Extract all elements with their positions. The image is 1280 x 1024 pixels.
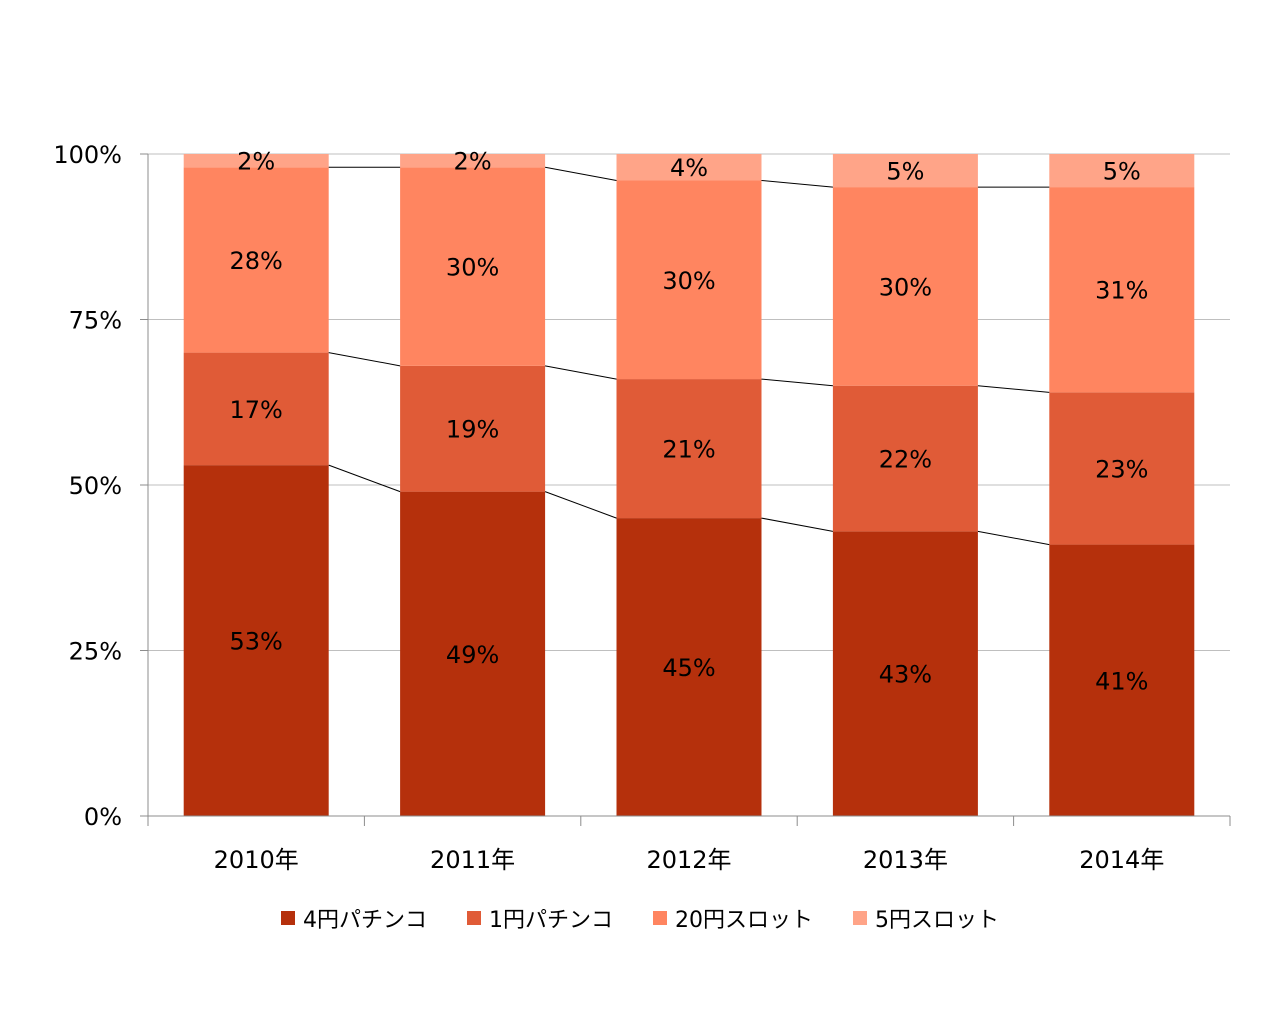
x-tick-label: 2013年 (863, 846, 948, 874)
series-line (977, 530, 1050, 546)
bar-segment (832, 531, 978, 816)
series-line (328, 464, 401, 493)
bar-segment (400, 154, 546, 168)
legend-label: 5円スロット (875, 908, 999, 933)
x-tick-label: 2012年 (646, 846, 731, 874)
bar-segment (400, 365, 546, 492)
data-label: 43% (879, 661, 932, 689)
data-label: 17% (230, 396, 283, 424)
data-label: 30% (662, 267, 715, 295)
bar-segment (183, 352, 329, 466)
bars (183, 154, 1195, 816)
legend-swatch (281, 911, 295, 925)
data-label: 5% (1103, 158, 1141, 186)
data-label: 19% (446, 416, 499, 444)
series-line (545, 166, 617, 181)
bar-segment (183, 465, 329, 816)
legend-label: 1円パチンコ (489, 908, 613, 933)
bar-segment (183, 154, 329, 168)
data-label: 45% (662, 654, 715, 682)
x-tick-label: 2014年 (1079, 846, 1164, 874)
bar-segment (832, 385, 978, 532)
bar-segment (616, 180, 762, 380)
bar-segment (616, 379, 762, 519)
legend-swatch (467, 911, 481, 925)
x-tick-label: 2010年 (214, 846, 299, 874)
bar-segment (616, 154, 762, 181)
data-label: 53% (230, 628, 283, 656)
series-line (328, 352, 401, 367)
bar-segment (1049, 154, 1195, 188)
data-labels: 53% 17% 28% 2% 49% 19% 30% 2% 45% 21% 30% 4% 43% 22% 3… (230, 148, 1149, 696)
legend-label: 20円スロット (675, 908, 813, 933)
data-label: 2% (237, 148, 275, 176)
data-label: 4% (670, 154, 708, 182)
axes: 0% 25% 50% 75% 100% 2010年 2011年 2012年 2013年 2014年 (53, 141, 1231, 874)
data-label: 31% (1095, 277, 1148, 305)
data-label: 22% (879, 446, 932, 474)
legend-swatch (653, 911, 667, 925)
series-line (761, 378, 833, 387)
y-tick-label: 0% (84, 803, 122, 831)
series-line (977, 385, 1050, 393)
bar-segment (1049, 187, 1195, 393)
x-tick-label: 2011年 (430, 846, 515, 874)
series-line (761, 179, 833, 188)
bar-segment (1049, 392, 1195, 545)
bar-segment (400, 491, 546, 816)
series-lines (328, 166, 1050, 546)
bar-segment (832, 154, 978, 188)
data-label: 30% (879, 273, 932, 301)
legend-swatch (853, 911, 867, 925)
bar-segment (183, 167, 329, 353)
y-tick-label: 50% (69, 472, 122, 500)
data-label: 30% (446, 254, 499, 282)
bar-segment (1049, 544, 1195, 816)
y-tick-label: 75% (69, 307, 122, 335)
legend: 4円パチンコ 1円パチンコ 20円スロット 5円スロット (281, 908, 999, 933)
data-label: 28% (230, 247, 283, 275)
data-label: 41% (1095, 667, 1148, 695)
legend-label: 4円パチンコ (303, 908, 427, 933)
series-line (545, 365, 617, 380)
y-tick-label: 100% (53, 141, 122, 169)
bar-segment (616, 518, 762, 816)
data-label: 21% (662, 436, 715, 464)
bar-segment (832, 187, 978, 386)
series-line (761, 517, 833, 532)
data-label: 2% (454, 148, 492, 176)
data-label: 23% (1095, 455, 1148, 483)
data-label: 49% (446, 641, 499, 669)
bar-segment (400, 167, 546, 366)
y-tick-label: 25% (69, 638, 122, 666)
series-line (544, 491, 617, 519)
data-label: 5% (886, 158, 924, 186)
